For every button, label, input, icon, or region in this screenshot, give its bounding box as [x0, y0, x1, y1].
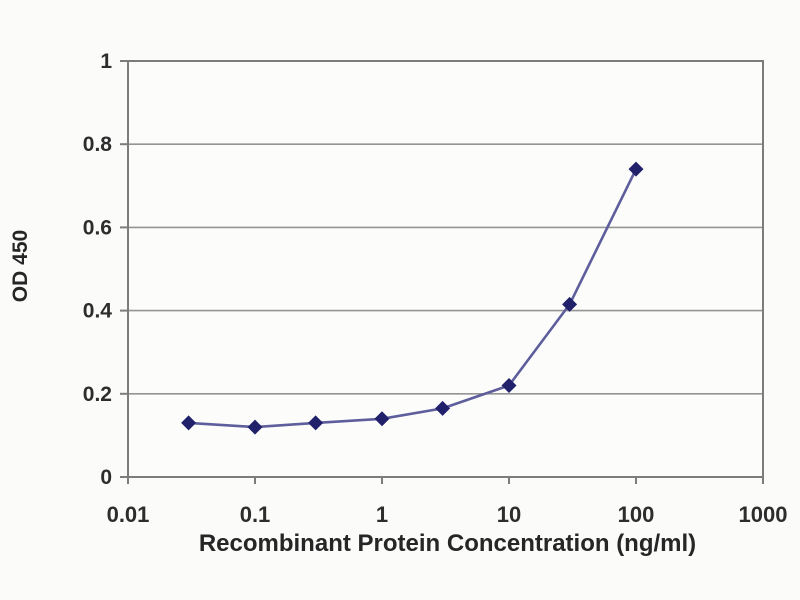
x-tick-label-0.01: 0.01 — [107, 502, 150, 527]
data-point-0.03 — [181, 415, 197, 431]
x-tick-label-0.1: 0.1 — [240, 502, 271, 527]
data-point-10 — [501, 377, 517, 393]
axis-ticks — [120, 60, 764, 484]
data-point-1 — [374, 411, 390, 427]
y-tick-labels: 0 0.2 0.4 0.6 0.8 1 — [83, 50, 113, 489]
data-point-0.3 — [308, 415, 324, 431]
data-point-0.1 — [247, 419, 263, 435]
x-tick-labels: 0.01 0.1 1 10 100 1000 — [107, 502, 788, 527]
plot-area — [128, 61, 763, 477]
data-point-3 — [435, 400, 451, 416]
x-tick-label-1000: 1000 — [739, 502, 788, 527]
data-line — [188, 168, 638, 429]
data-point-100 — [628, 161, 644, 177]
y-tick-label-0.6: 0.6 — [83, 216, 112, 239]
x-tick-label-1: 1 — [376, 502, 388, 527]
x-tick-label-100: 100 — [618, 502, 655, 527]
y-tick-label-0: 0 — [100, 466, 112, 489]
y-tick-label-1: 1 — [100, 50, 112, 73]
x-tick-label-10: 10 — [497, 502, 521, 527]
y-tick-label-0.8: 0.8 — [83, 133, 113, 156]
data-series — [181, 161, 644, 435]
y-tick-label-0.2: 0.2 — [83, 383, 112, 406]
y-tick-label-0.4: 0.4 — [83, 300, 113, 323]
y-axis-title: OD 450 — [9, 230, 32, 302]
data-point-30 — [562, 296, 578, 312]
plot-frame — [127, 60, 764, 478]
x-axis-title: Recombinant Protein Concentration (ng/ml… — [199, 530, 696, 557]
